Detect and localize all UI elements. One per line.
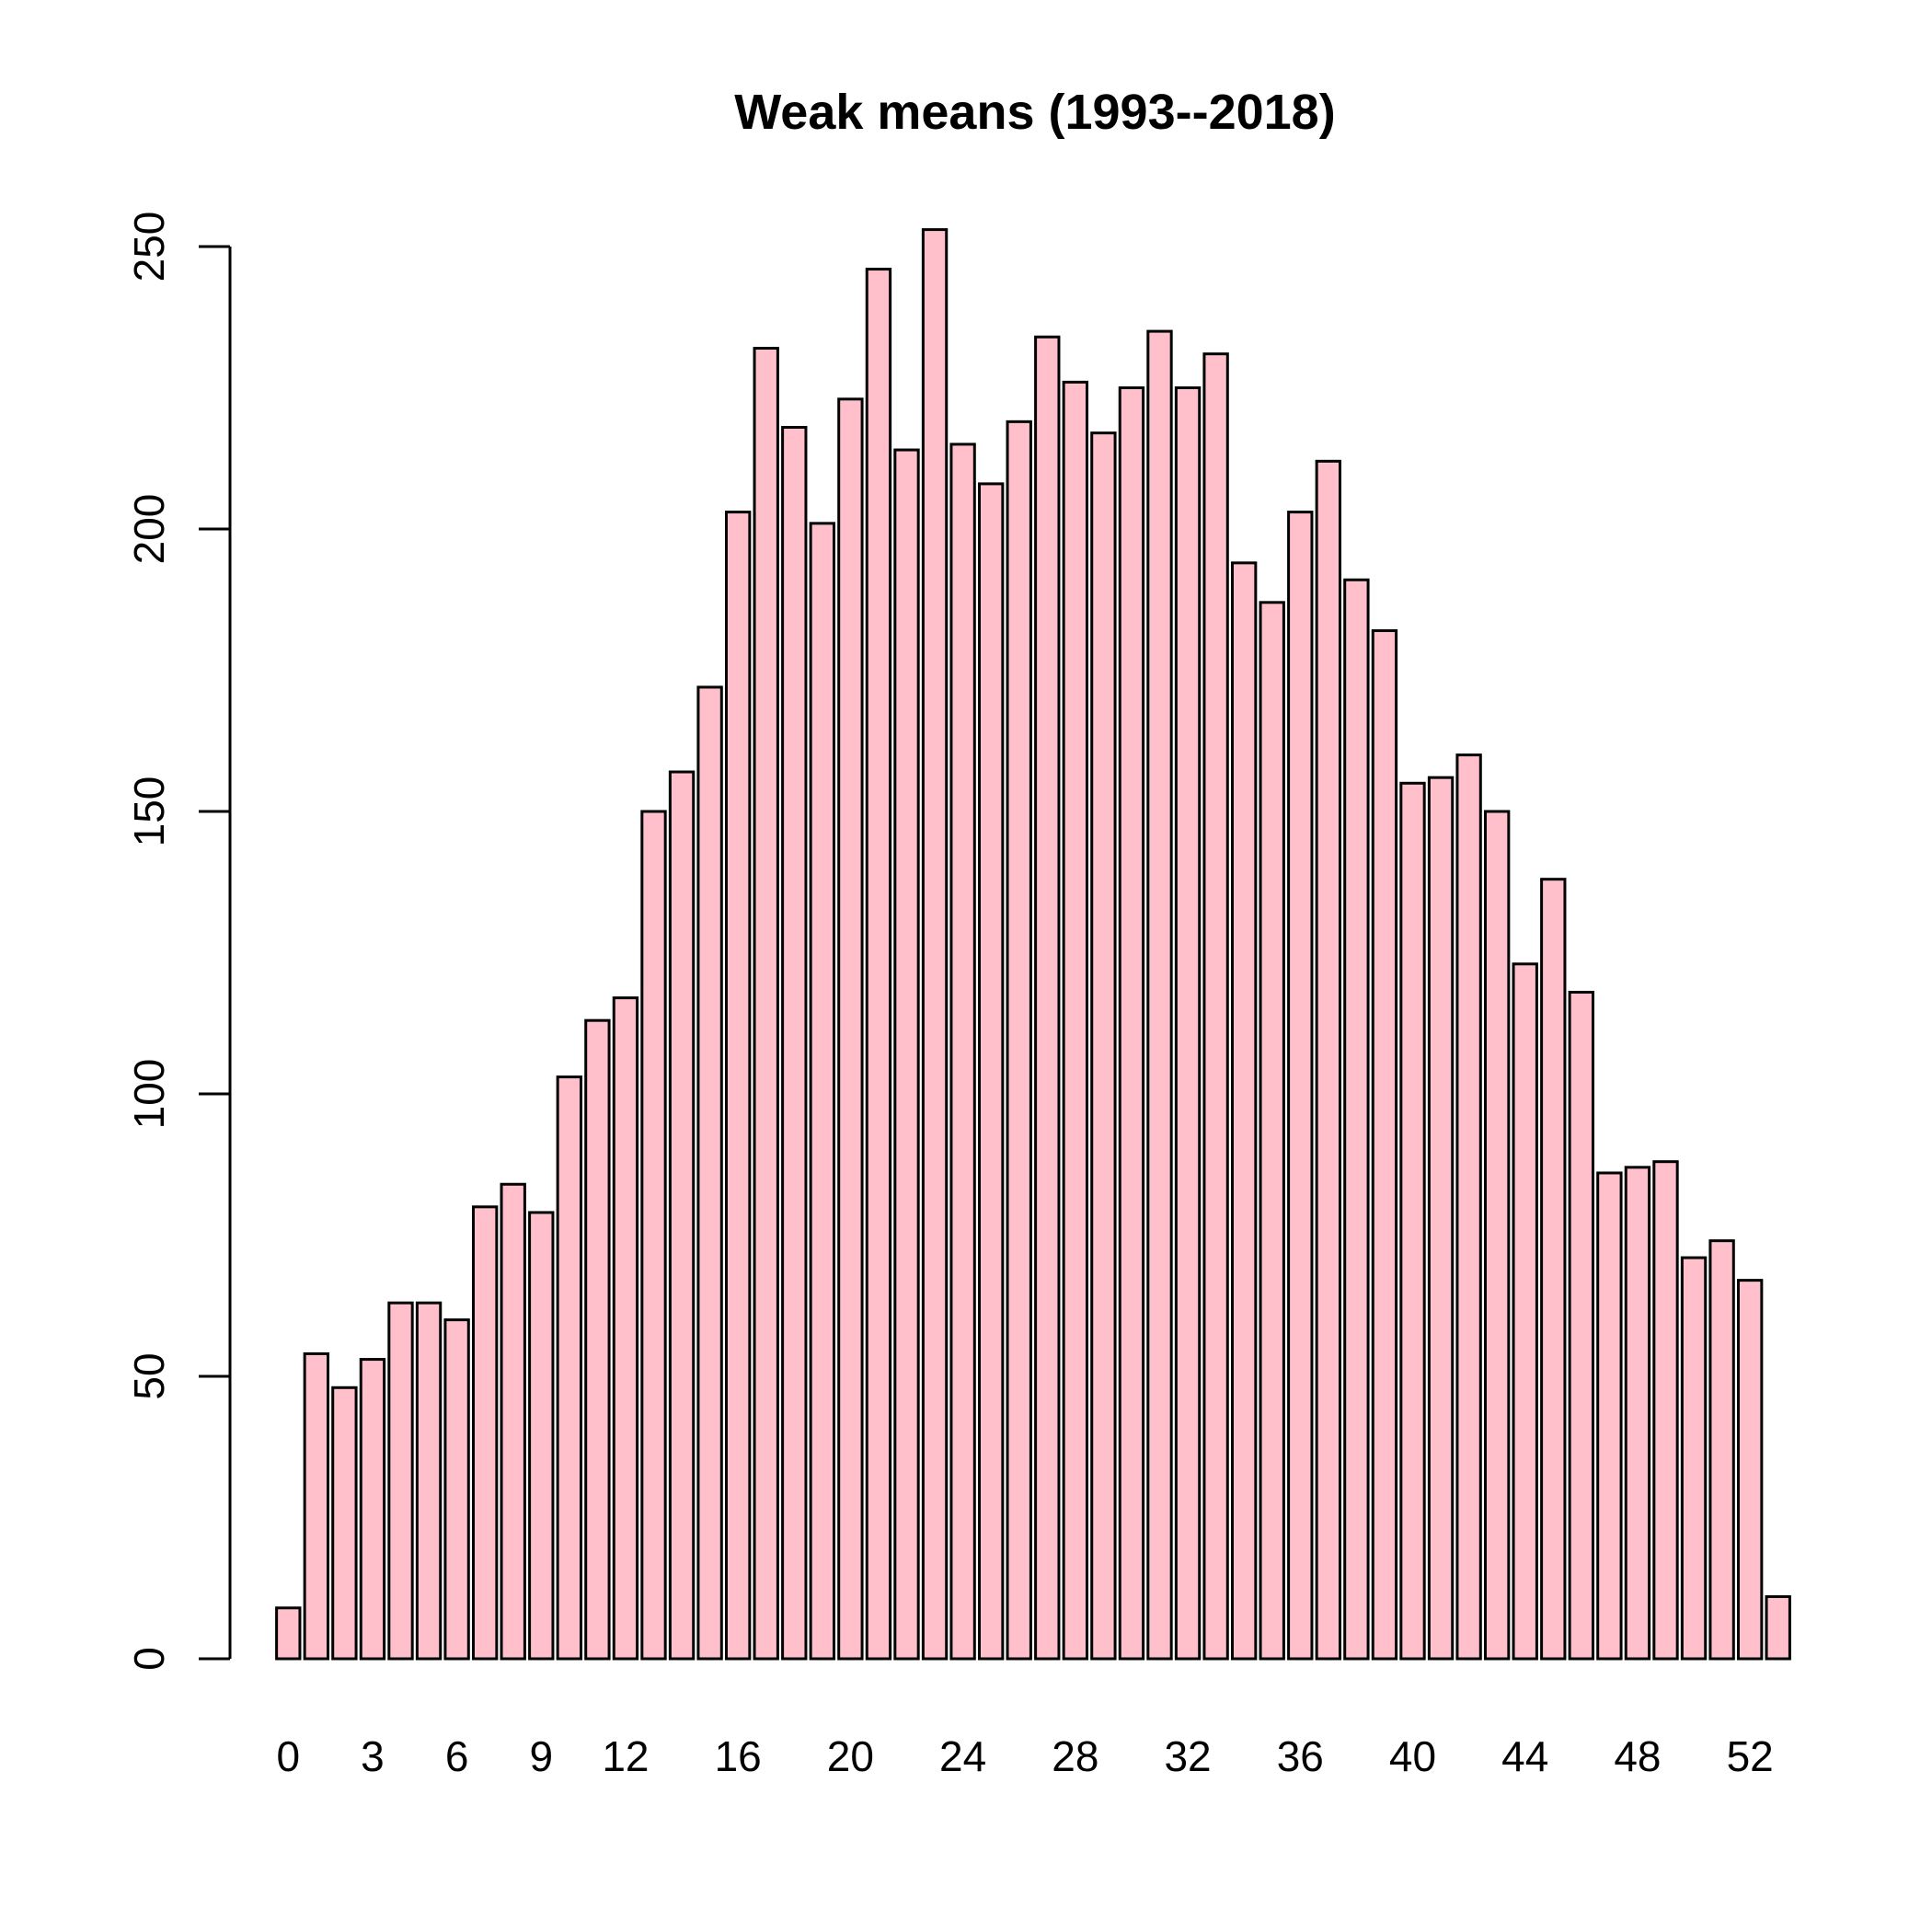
x-tick-label-16: 16 bbox=[715, 1732, 762, 1780]
bar-24 bbox=[949, 443, 976, 1661]
bar-30 bbox=[1118, 386, 1145, 1661]
bar-49 bbox=[1652, 1160, 1679, 1661]
bar-3 bbox=[359, 1358, 386, 1661]
bar-23 bbox=[921, 228, 949, 1661]
bar-43 bbox=[1483, 810, 1511, 1661]
bar-10 bbox=[556, 1075, 583, 1661]
bar-28 bbox=[1062, 380, 1089, 1661]
x-tick-label-48: 48 bbox=[1614, 1732, 1661, 1780]
x-tick-label-20: 20 bbox=[827, 1732, 874, 1780]
bar-2 bbox=[331, 1386, 358, 1661]
y-tick-label-150: 150 bbox=[125, 776, 173, 847]
bar-41 bbox=[1427, 776, 1455, 1661]
y-axis: 0 50 100 150 200 250 bbox=[125, 212, 232, 1671]
y-tick-label-200: 200 bbox=[125, 494, 173, 565]
bar-32 bbox=[1174, 386, 1202, 1661]
x-tick-label-24: 24 bbox=[939, 1732, 986, 1780]
bar-47 bbox=[1596, 1171, 1623, 1661]
bar-51 bbox=[1708, 1239, 1735, 1661]
bar-35 bbox=[1259, 601, 1285, 1661]
bar-11 bbox=[584, 1018, 611, 1661]
bar-34 bbox=[1230, 561, 1258, 1661]
bar-29 bbox=[1090, 431, 1117, 1661]
bar-4 bbox=[387, 1301, 414, 1661]
x-tick-label-28: 28 bbox=[1052, 1732, 1098, 1780]
chart-title: Weak means (1993--2018) bbox=[734, 85, 1335, 140]
bar-38 bbox=[1343, 578, 1370, 1661]
bar-12 bbox=[612, 996, 639, 1661]
bar-27 bbox=[1034, 335, 1061, 1661]
bar-39 bbox=[1371, 629, 1398, 1661]
bar-14 bbox=[668, 770, 696, 1661]
bar-33 bbox=[1202, 352, 1229, 1661]
bar-5 bbox=[415, 1301, 443, 1661]
bar-9 bbox=[528, 1211, 555, 1661]
x-tick-label-9: 9 bbox=[529, 1732, 553, 1780]
x-tick-label-3: 3 bbox=[361, 1732, 385, 1780]
bar-25 bbox=[977, 482, 1005, 1661]
x-tick-label-44: 44 bbox=[1501, 1732, 1548, 1780]
bar-26 bbox=[1006, 420, 1032, 1661]
bar-44 bbox=[1512, 962, 1538, 1661]
bar-0 bbox=[275, 1606, 302, 1661]
bar-46 bbox=[1568, 990, 1595, 1661]
x-tick-label-12: 12 bbox=[602, 1732, 649, 1780]
bar-17 bbox=[753, 347, 779, 1661]
x-tick-label-6: 6 bbox=[445, 1732, 469, 1780]
y-tick-label-50: 50 bbox=[125, 1352, 173, 1399]
bar-22 bbox=[893, 448, 920, 1661]
bar-20 bbox=[837, 397, 864, 1661]
y-tick-label-100: 100 bbox=[125, 1059, 173, 1130]
bar-52 bbox=[1736, 1279, 1764, 1661]
bar-40 bbox=[1399, 781, 1426, 1661]
bar-8 bbox=[500, 1182, 526, 1661]
y-tick-label-0: 0 bbox=[125, 1647, 173, 1671]
x-tick-label-40: 40 bbox=[1389, 1732, 1436, 1780]
bar-13 bbox=[640, 810, 667, 1661]
bars-group bbox=[275, 228, 1791, 1661]
bar-45 bbox=[1540, 878, 1567, 1661]
bar-31 bbox=[1146, 329, 1173, 1661]
bar-1 bbox=[303, 1351, 330, 1661]
bar-16 bbox=[724, 511, 752, 1661]
bar-36 bbox=[1287, 511, 1314, 1661]
bar-37 bbox=[1315, 459, 1342, 1661]
x-tick-label-52: 52 bbox=[1727, 1732, 1774, 1780]
bar-15 bbox=[696, 685, 723, 1661]
x-tick-label-36: 36 bbox=[1277, 1732, 1324, 1780]
bar-19 bbox=[809, 522, 836, 1661]
bar-50 bbox=[1680, 1256, 1708, 1661]
bar-18 bbox=[781, 425, 808, 1661]
bar-6 bbox=[443, 1318, 470, 1661]
x-tick-label-0: 0 bbox=[276, 1732, 300, 1780]
bar-42 bbox=[1455, 753, 1482, 1661]
x-axis-labels: 0 3 6 9 12 16 20 24 28 32 36 40 44 48 52 bbox=[276, 1732, 1773, 1780]
bar-53 bbox=[1765, 1594, 1791, 1661]
bar-21 bbox=[865, 268, 892, 1661]
x-tick-label-32: 32 bbox=[1164, 1732, 1211, 1780]
bar-48 bbox=[1624, 1166, 1651, 1661]
bar-7 bbox=[471, 1205, 499, 1661]
y-tick-label-250: 250 bbox=[125, 212, 173, 282]
